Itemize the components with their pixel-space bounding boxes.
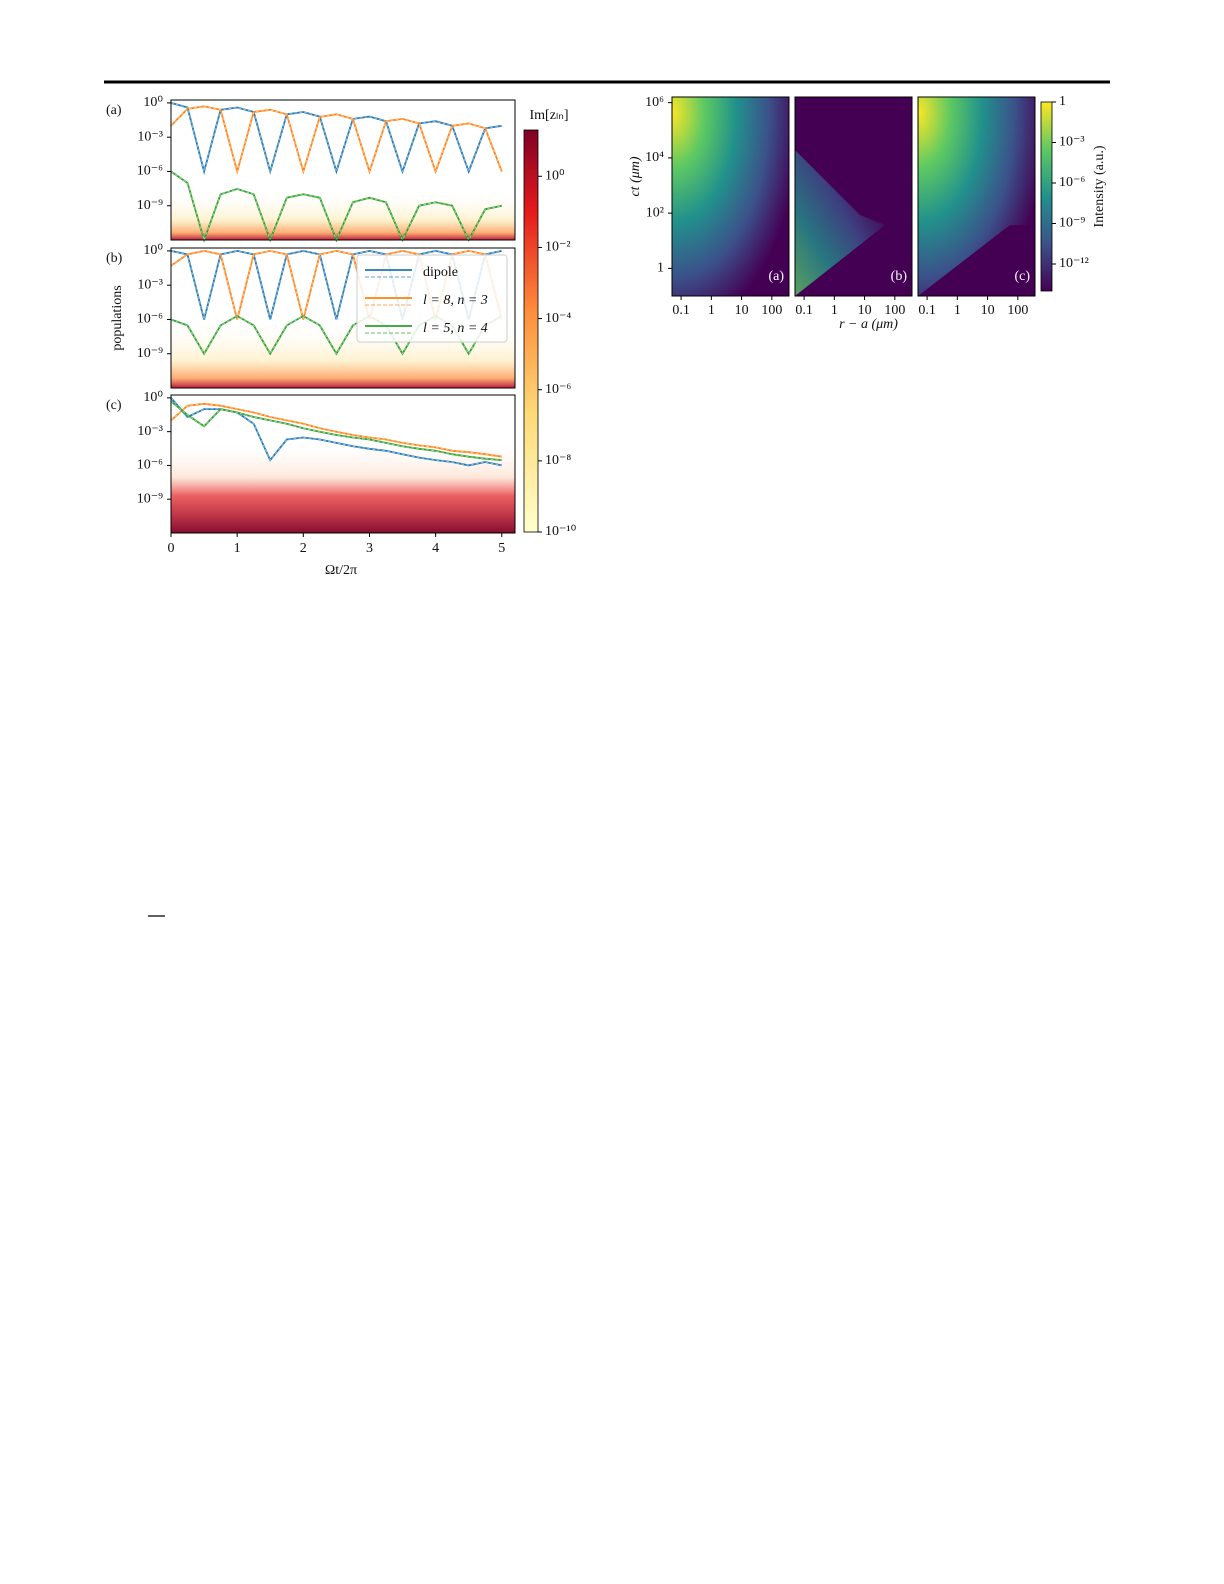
colorbar-tick-label: 10⁻⁶ bbox=[1059, 175, 1085, 190]
colorbar-title: Im[zₗₙ] bbox=[530, 108, 569, 123]
colorbar-tick-label: 10⁻¹² bbox=[1059, 256, 1089, 271]
heatmap-background bbox=[171, 190, 515, 240]
y-tick-label: 10⁻⁶ bbox=[137, 312, 163, 327]
x-tick-label: 0.1 bbox=[918, 303, 936, 318]
y-tick-label: 10⁰ bbox=[143, 95, 163, 110]
series-line-model bbox=[170, 403, 502, 458]
y-tick-label: 10⁻⁹ bbox=[137, 198, 163, 213]
x-tick-label: 100 bbox=[884, 303, 905, 318]
y-tick-label: 10⁰ bbox=[143, 390, 163, 405]
colorbar-tick-label: 10⁻² bbox=[545, 240, 571, 255]
legend-box bbox=[356, 254, 508, 343]
panel-label: (a) bbox=[106, 103, 122, 118]
y-tick-label: 10⁻³ bbox=[137, 424, 163, 439]
series-line bbox=[170, 105, 503, 175]
panel-label: (b) bbox=[891, 269, 908, 284]
panel-label: (c) bbox=[106, 398, 122, 413]
x-axis-label: r − a (μm) bbox=[839, 317, 898, 332]
x-tick-label: 0.1 bbox=[795, 303, 813, 318]
heatmap-background bbox=[171, 440, 515, 533]
x-tick-label: 1 bbox=[234, 541, 241, 556]
panel-label: (b) bbox=[106, 251, 123, 266]
plot-frame bbox=[794, 96, 913, 297]
colorbar-tick-label: 1 bbox=[1059, 94, 1066, 109]
x-tick-label: 10 bbox=[981, 303, 995, 318]
x-tick-label: 5 bbox=[498, 541, 505, 556]
y-tick-label: 10⁴ bbox=[645, 150, 664, 165]
y-tick-label: 10⁻⁶ bbox=[137, 164, 163, 179]
plot-frame bbox=[917, 96, 1036, 297]
y-tick-label: 1 bbox=[657, 261, 664, 276]
legend-label: dipole bbox=[423, 265, 458, 280]
x-tick-label: 1 bbox=[708, 303, 715, 318]
colorbar-tick-label: 10⁻⁸ bbox=[545, 453, 571, 468]
colorbar-tick-label: 10⁻⁹ bbox=[1059, 216, 1085, 231]
legend-label: l = 5, n = 4 bbox=[423, 321, 488, 336]
x-tick-label: 2 bbox=[300, 541, 307, 556]
x-tick-label: 1 bbox=[831, 303, 838, 318]
plot-frame bbox=[170, 394, 516, 534]
y-tick-label: 10⁻⁶ bbox=[137, 458, 163, 473]
colorbar-tick-label: 10⁻³ bbox=[1059, 135, 1085, 150]
y-axis-label: ct (μm) bbox=[628, 156, 643, 196]
panel-label: (a) bbox=[768, 269, 784, 284]
y-tick-label: 10⁻³ bbox=[137, 277, 163, 292]
x-tick-label: 10 bbox=[858, 303, 872, 318]
plot-frame bbox=[170, 247, 516, 389]
y-tick-label: 10⁰ bbox=[143, 243, 163, 258]
y-tick-label: 10⁶ bbox=[645, 95, 664, 110]
colorbar bbox=[1040, 101, 1053, 292]
heatmap-image bbox=[795, 225, 912, 296]
x-tick-label: 1 bbox=[954, 303, 961, 318]
colorbar-tick-label: 10⁻⁶ bbox=[545, 382, 571, 397]
colorbar-title: Intensity (a.u.) bbox=[1092, 145, 1107, 227]
series-line-model bbox=[170, 102, 502, 174]
y-tick-label: 10⁻³ bbox=[137, 129, 163, 144]
x-tick-label: 100 bbox=[761, 303, 782, 318]
x-tick-label: 0.1 bbox=[672, 303, 690, 318]
x-tick-label: 3 bbox=[366, 541, 373, 556]
x-axis-label: Ωt/2π bbox=[325, 563, 357, 578]
x-tick-label: 4 bbox=[432, 541, 439, 556]
colorbar-tick-label: 10⁻¹⁰ bbox=[545, 524, 577, 539]
heatmap-image bbox=[672, 97, 789, 296]
colorbar-tick-label: 10⁰ bbox=[545, 168, 565, 183]
heatmap-image bbox=[918, 225, 1035, 296]
y-tick-label: 10⁻⁹ bbox=[137, 491, 163, 506]
series-line-model bbox=[170, 105, 503, 174]
plot-frame bbox=[170, 99, 516, 241]
panel-label: (c) bbox=[1014, 269, 1030, 284]
colorbar-tick-label: 10⁻⁴ bbox=[545, 311, 571, 326]
series-line-model bbox=[170, 400, 502, 461]
x-tick-label: 10 bbox=[735, 303, 749, 318]
x-tick-label: 100 bbox=[1007, 303, 1028, 318]
heatmap-image bbox=[795, 150, 885, 296]
colorbar bbox=[523, 129, 539, 533]
plot-frame bbox=[671, 96, 790, 297]
x-tick-label: 0 bbox=[168, 541, 175, 556]
y-tick-label: 10⁻⁹ bbox=[137, 346, 163, 361]
legend-label: l = 8, n = 3 bbox=[423, 293, 488, 308]
series-line-model bbox=[170, 250, 502, 320]
y-axis-label: populations bbox=[110, 285, 125, 350]
y-tick-label: 10² bbox=[646, 205, 664, 220]
